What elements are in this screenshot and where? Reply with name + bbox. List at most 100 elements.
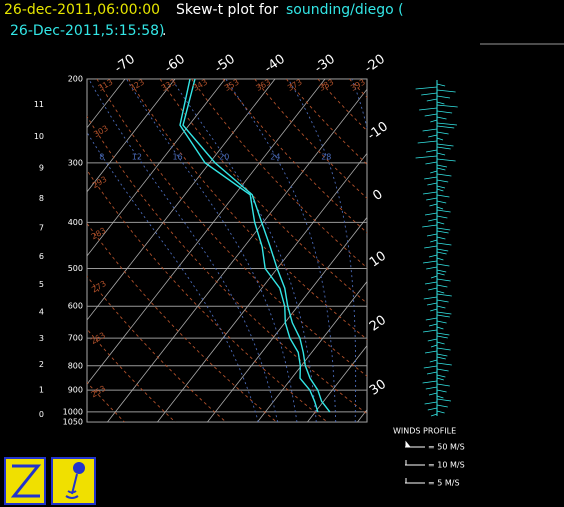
wind-barb <box>415 155 438 159</box>
wind-barb <box>436 377 444 381</box>
height-label: 6 <box>39 252 44 261</box>
wind-barb <box>436 215 448 219</box>
pressure-label: 400 <box>68 218 83 227</box>
wind-barb <box>425 161 438 165</box>
balloon-icon[interactable] <box>51 457 96 505</box>
wind-barb <box>430 275 438 279</box>
wind-barb <box>436 167 446 171</box>
isotherm <box>157 152 367 422</box>
isotherm <box>207 216 367 422</box>
wind-barb <box>436 374 446 378</box>
wind-barb <box>424 401 438 405</box>
wind-barb <box>436 395 444 399</box>
wind-barb <box>425 386 438 390</box>
wind-barb <box>436 389 447 393</box>
wind-barb <box>436 200 447 204</box>
wind-barb <box>436 104 458 108</box>
wind-barb <box>436 410 445 414</box>
wind-barb <box>436 257 444 261</box>
dry-adiabat <box>191 79 367 269</box>
wind-barb <box>436 146 451 150</box>
pressure-label: 900 <box>68 386 83 395</box>
wind-barb <box>436 311 452 315</box>
pressure-label: 1000 <box>63 407 83 416</box>
wind-barb <box>436 242 452 246</box>
wind-barb <box>436 173 452 177</box>
moist-adiabat <box>287 79 357 422</box>
wind-barb <box>426 98 438 102</box>
pressure-label: 200 <box>68 75 83 84</box>
wind-barb <box>421 92 438 96</box>
moist-adiabat-label: 20 <box>219 153 229 162</box>
wind-barb <box>436 194 450 198</box>
wind-barb <box>436 158 456 162</box>
pressure-label: 600 <box>68 302 83 311</box>
wind-barb <box>436 290 445 294</box>
wind-barb <box>436 299 449 303</box>
wind-barb <box>422 329 438 333</box>
wind-barb <box>436 236 446 240</box>
wind-barb <box>428 287 438 291</box>
dry-adiabat <box>87 275 227 422</box>
wind-barb <box>436 263 450 267</box>
wind-barb <box>426 233 438 237</box>
height-label: 2 <box>39 360 44 369</box>
wind-barb <box>436 404 448 408</box>
wind-barb <box>430 170 438 174</box>
wind-barb <box>430 119 438 123</box>
wind-barb <box>424 176 438 180</box>
wind-barb <box>436 341 445 345</box>
header-source: sounding/diego ( <box>286 2 404 18</box>
wind-barb <box>426 149 438 153</box>
moist-adiabat <box>225 79 337 422</box>
wind-barb <box>427 338 438 342</box>
moist-adiabat-label: 8 <box>99 153 104 162</box>
wind-barb <box>436 188 444 192</box>
wind-barb <box>436 356 446 360</box>
wind-barb <box>422 128 438 132</box>
wind-barb <box>426 266 438 270</box>
height-label: 1 <box>39 385 44 394</box>
wind-barb <box>415 86 438 90</box>
wind-barb <box>424 350 438 354</box>
moist-adiabat <box>126 79 298 422</box>
wind-barb <box>436 131 449 135</box>
wind-barb <box>436 116 447 120</box>
pressure-label: 700 <box>68 334 83 343</box>
pressure-label: 1050 <box>63 418 83 427</box>
dry-adiabat <box>128 79 367 340</box>
wind-barb <box>422 224 438 228</box>
wind-barb <box>436 284 448 288</box>
header-label: Skew-t plot for <box>176 2 278 18</box>
height-label: 8 <box>39 194 44 203</box>
legend-label: = 5 M/S <box>428 479 460 488</box>
wind-barb <box>427 407 438 411</box>
wind-barb <box>426 371 438 375</box>
legend-symbol <box>405 440 425 448</box>
isotherm <box>257 280 367 422</box>
dry-adiabat <box>87 381 125 422</box>
wind-barb <box>436 122 458 126</box>
wind-barb <box>436 278 451 282</box>
zoom-glyph <box>10 464 42 498</box>
wind-barb <box>422 260 438 264</box>
wind-barb <box>436 230 449 234</box>
wind-barb <box>436 314 450 318</box>
wind-barb <box>429 203 438 207</box>
height-label: 4 <box>39 307 44 316</box>
pressure-label: 300 <box>68 158 83 167</box>
dry-adiabat <box>87 222 277 422</box>
wind-barb <box>436 227 451 231</box>
isotherm <box>87 79 276 321</box>
pressure-label: 800 <box>68 361 83 370</box>
temperature-profile <box>182 79 331 413</box>
wind-barb <box>436 383 450 387</box>
moist-adiabat-label: 24 <box>270 153 280 162</box>
wind-barb <box>428 392 438 396</box>
wind-barb <box>430 308 438 312</box>
wind-barb <box>436 221 445 225</box>
dry-adiabat <box>87 115 367 415</box>
wind-barb <box>430 413 438 417</box>
header-end: . <box>162 23 166 39</box>
